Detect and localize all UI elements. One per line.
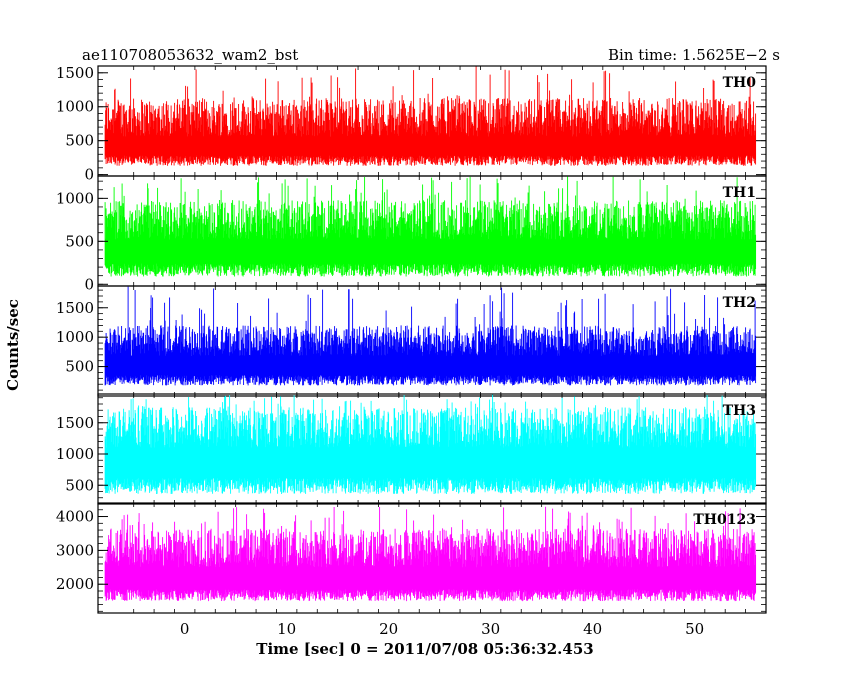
panel-th0123: 2000 3000 4000 TH0123 <box>56 502 767 614</box>
x-tick-label: 0 <box>180 620 190 638</box>
bin-time-label: Bin time: 1.5625E−2 s <box>608 46 780 64</box>
panels-group: 0 500 1000 1500 TH0 0 500 1000 TH1 500 1000 1500 TH2… <box>56 64 767 614</box>
y-tick-label: 1000 <box>56 445 94 463</box>
series-th1-trace <box>104 176 757 277</box>
series-label-th0: TH0 <box>723 75 757 91</box>
y-tick-label: 1500 <box>56 414 94 432</box>
x-tick-label: 10 <box>277 620 296 638</box>
y-axis-label: Counts/sec <box>4 299 22 391</box>
series-label-th3: TH3 <box>723 403 756 419</box>
y-tick-label: 1500 <box>56 64 94 82</box>
y-tick-label: 0 <box>84 275 94 293</box>
panel-frame <box>97 285 767 397</box>
y-tick-label: 1500 <box>56 299 94 317</box>
series-th0123-trace <box>104 506 757 602</box>
y-tick-label: 3000 <box>56 541 94 559</box>
y-tick-label: 2000 <box>56 575 94 593</box>
panel-th1: 0 500 1000 TH1 <box>56 175 767 293</box>
y-tick-label: 500 <box>65 476 94 494</box>
x-tick-label: 40 <box>583 620 602 638</box>
y-tick-label: 500 <box>65 232 94 250</box>
panel-frame <box>97 502 767 614</box>
x-axis-label: Time [sec] 0 = 2011/07/08 05:36:32.453 <box>256 640 593 658</box>
series-th0-trace <box>104 66 757 166</box>
y-tick-label: 4000 <box>56 508 94 526</box>
series-label-th0123: TH0123 <box>693 512 756 528</box>
panel-th3: 500 1000 1500 TH3 <box>56 393 767 505</box>
series-th3-trace <box>104 394 757 494</box>
panel-th0: 0 500 1000 1500 TH0 <box>56 64 767 184</box>
chart-title: ae110708053632_wam2_bst <box>82 46 298 64</box>
series-th2-trace <box>104 286 757 386</box>
y-tick-label: 1000 <box>56 328 94 346</box>
series-label-th2: TH2 <box>723 295 756 311</box>
panel-frame <box>97 393 767 505</box>
x-axis: 0 10 20 30 40 50 <box>180 620 704 638</box>
x-tick-label: 20 <box>379 620 398 638</box>
y-tick-label: 1000 <box>56 189 94 207</box>
y-tick-label: 500 <box>65 358 94 376</box>
x-tick-label: 30 <box>481 620 500 638</box>
panel-th2: 500 1000 1500 TH2 <box>56 285 767 397</box>
y-tick-label: 500 <box>65 132 94 150</box>
series-label-th1: TH1 <box>723 185 756 201</box>
x-tick-label: 50 <box>685 620 704 638</box>
y-tick-label: 0 <box>84 166 94 184</box>
y-tick-label: 1000 <box>56 98 94 116</box>
